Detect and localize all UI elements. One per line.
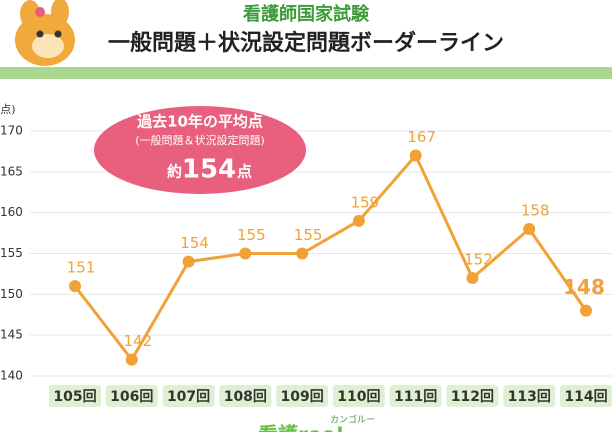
x-tick-label: 105回 (53, 389, 96, 405)
x-tick-box (162, 385, 215, 407)
y-tick-label: 165 (0, 164, 23, 178)
value-label: 158 (521, 202, 550, 220)
point (182, 255, 195, 268)
x-tick-label: 107回 (167, 389, 210, 405)
y-tick-label: 145 (0, 328, 23, 342)
y-tick-label: 140 (0, 369, 23, 383)
header-band (0, 67, 612, 79)
annotation-prefix: 約 (167, 163, 182, 181)
value-label: 154 (180, 234, 209, 252)
x-tick-label: 113回 (508, 389, 551, 405)
x-tick-box (49, 385, 101, 407)
footer-logo: 看護roo! (258, 423, 344, 432)
y-tick-label: 160 (0, 205, 23, 219)
value-label: 151 (67, 259, 96, 277)
value-label: 142 (123, 332, 152, 350)
x-tick-label: 110回 (337, 389, 380, 405)
annotation-title: 過去10年の平均点 (136, 113, 263, 131)
y-tick-label: 155 (0, 246, 23, 260)
chart-subtitle: 一般問題＋状況設定問題ボーダーライン (108, 30, 504, 56)
annotation-bubble (94, 106, 306, 194)
y-tick-label: 150 (0, 287, 23, 301)
x-tick-box (560, 385, 612, 407)
value-label: 155 (294, 226, 323, 244)
x-tick-label: 108回 (224, 389, 267, 405)
x-tick-box (276, 385, 329, 407)
point (352, 214, 365, 227)
value-label: 167 (407, 128, 436, 146)
point (239, 247, 252, 260)
x-tick-box (446, 385, 499, 407)
x-tick-box (503, 385, 556, 407)
x-tick-box (389, 385, 442, 407)
annotation-suffix: 点 (237, 163, 252, 181)
value-label: 155 (237, 226, 266, 244)
x-tick-label: 114回 (564, 389, 607, 405)
point (409, 149, 422, 162)
x-tick-label: 109回 (280, 389, 323, 405)
x-tick-box (219, 385, 272, 407)
chart-title: 看護師国家試験 (242, 3, 370, 25)
annotation-subtitle: (一般問題＆状況設定問題) (135, 133, 265, 147)
point (466, 272, 479, 284)
value-label: 159 (351, 193, 380, 211)
mascot (15, 0, 75, 66)
y-axis-label: (点) (0, 103, 16, 116)
point (580, 304, 592, 317)
line (73, 154, 588, 362)
x-tick-label: 111回 (394, 389, 437, 405)
annotation-value: 154 (182, 155, 236, 185)
point (125, 353, 138, 366)
y-tick-label: 170 (0, 124, 23, 138)
x-tick-label: 106回 (110, 389, 153, 405)
value-label: 148 (563, 275, 605, 299)
x-tick-box (332, 385, 385, 407)
x-tick-label: 112回 (451, 389, 494, 405)
x-tick-box (105, 385, 158, 407)
annotation: 過去10年の平均点 (一般問題＆状況設定問題) 約 154 点 (94, 106, 306, 194)
value-label: 152 (464, 251, 493, 269)
point (523, 223, 536, 235)
point (296, 247, 309, 260)
footer-logo-small: カンゴルー (330, 414, 375, 426)
point (69, 280, 81, 293)
